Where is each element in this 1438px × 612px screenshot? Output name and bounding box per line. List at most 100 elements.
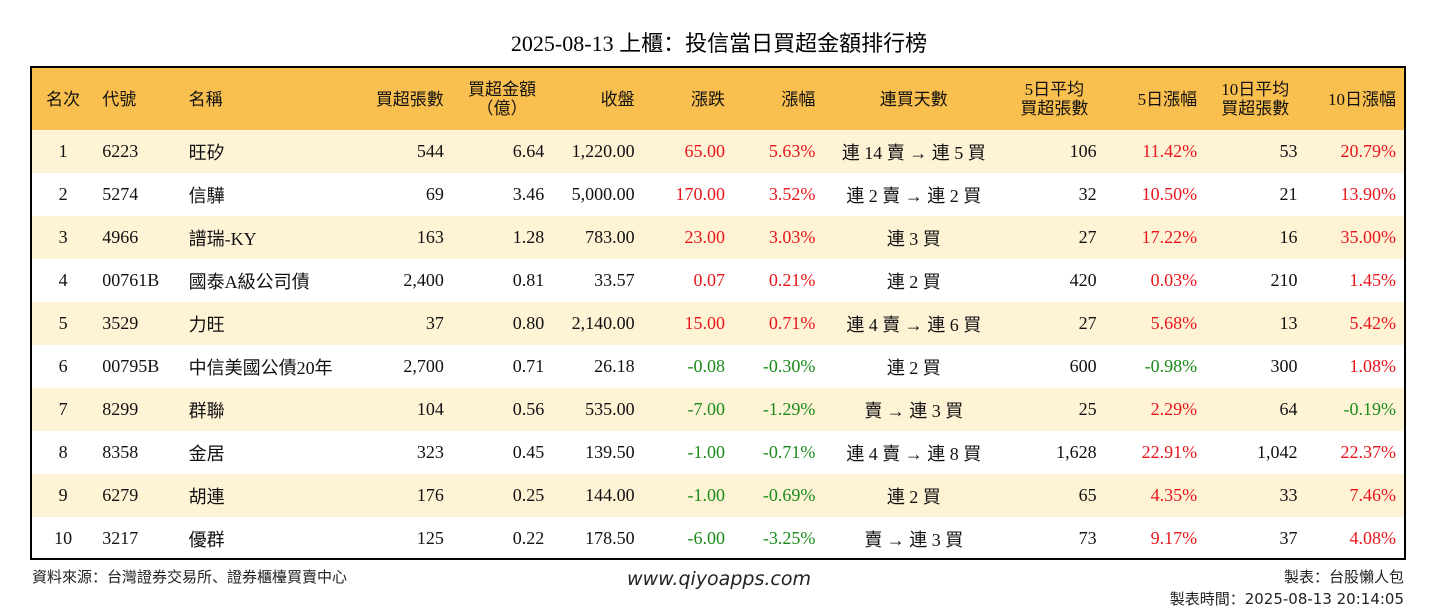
header-code: 代號 bbox=[102, 89, 137, 109]
website-link[interactable]: www.qiyoapps.com bbox=[627, 568, 811, 590]
buy-lots-cell: 125 bbox=[416, 528, 444, 548]
pct-change-cell: 3.03% bbox=[768, 227, 816, 247]
code-cell: 5274 bbox=[102, 184, 139, 204]
avg5-cell: 27 bbox=[1078, 227, 1097, 247]
name-cell: 胡連 bbox=[188, 486, 225, 507]
pct10-cell: 1.45% bbox=[1349, 270, 1397, 290]
close-price-cell: 144.00 bbox=[585, 485, 635, 505]
code-cell: 6223 bbox=[102, 141, 139, 161]
pct-change-cell: -0.30% bbox=[762, 356, 816, 376]
buy-amount-cell: 0.45 bbox=[512, 442, 545, 462]
code-cell: 3217 bbox=[102, 528, 139, 548]
change-cell: 0.07 bbox=[693, 270, 726, 290]
buy-lots-cell: 2,400 bbox=[403, 270, 444, 290]
pct5-cell: 22.91% bbox=[1141, 442, 1198, 462]
pct5-cell: 2.29% bbox=[1150, 399, 1198, 419]
table-row: 6 00795B 中信美國公債20年 2,700 0.71 26.18 -0.08 -0.30… bbox=[32, 345, 1404, 388]
name-cell: 力旺 bbox=[188, 314, 225, 335]
change-cell: -7.00 bbox=[687, 399, 726, 419]
header-avg5: 5日平均 買超張數 bbox=[1004, 68, 1104, 130]
change-cell: -0.08 bbox=[687, 356, 726, 376]
name-cell: 金居 bbox=[188, 443, 225, 464]
header-buy-amount-line1: 買超金額 bbox=[468, 80, 537, 99]
buy-amount-cell: 0.80 bbox=[512, 313, 545, 333]
header-streak: 連買天數 bbox=[879, 89, 948, 109]
rank-cell: 7 bbox=[58, 399, 68, 419]
change-cell: 23.00 bbox=[684, 227, 726, 247]
streak-cell: 連 14 賣 → 連 5 買 bbox=[841, 142, 986, 163]
code-cell: 3529 bbox=[102, 313, 139, 333]
streak-cell: 賣 → 連 3 買 bbox=[864, 400, 964, 421]
code-cell: 8358 bbox=[102, 442, 139, 462]
streak-cell: 連 2 賣 → 連 2 買 bbox=[846, 185, 982, 206]
avg10-cell: 33 bbox=[1279, 485, 1298, 505]
avg5-cell: 65 bbox=[1078, 485, 1097, 505]
change-cell: 170.00 bbox=[675, 184, 726, 204]
pct10-cell: 35.00% bbox=[1340, 227, 1397, 247]
avg10-cell: 64 bbox=[1279, 399, 1298, 419]
name-cell: 群聯 bbox=[188, 400, 225, 421]
close-price-cell: 178.50 bbox=[585, 528, 635, 548]
name-cell: 國泰A級公司債 bbox=[188, 271, 310, 292]
rank-cell: 6 bbox=[58, 356, 68, 376]
header-avg5-line2: 買超張數 bbox=[1020, 99, 1089, 118]
pct5-cell: 5.68% bbox=[1150, 313, 1198, 333]
buy-lots-cell: 2,700 bbox=[403, 356, 444, 376]
header-pct: 漲幅 bbox=[781, 89, 816, 109]
footer-credits: 製表：台股懶人包 製表時間：2025-08-13 20:14:05 bbox=[1170, 566, 1404, 610]
rank-cell: 4 bbox=[58, 270, 68, 290]
pct10-cell: -0.19% bbox=[1343, 399, 1397, 419]
pct10-cell: 20.79% bbox=[1340, 141, 1397, 161]
close-price-cell: 33.57 bbox=[594, 270, 635, 290]
close-price-cell: 26.18 bbox=[594, 356, 635, 376]
maker-label: 製表：台股懶人包 bbox=[1283, 568, 1404, 586]
buy-lots-cell: 37 bbox=[425, 313, 444, 333]
table-row: 5 3529 力旺 37 0.80 2,140.00 15.00 0.71% 連 4 賣 → 連… bbox=[32, 302, 1404, 345]
avg10-cell: 53 bbox=[1279, 141, 1298, 161]
code-cell: 8299 bbox=[102, 399, 139, 419]
name-cell: 優群 bbox=[188, 529, 225, 550]
avg10-cell: 16 bbox=[1279, 227, 1298, 247]
buy-amount-cell: 0.56 bbox=[512, 399, 545, 419]
timestamp-label: 製表時間：2025-08-13 20:14:05 bbox=[1169, 590, 1404, 608]
table-row: 2 5274 信驊 69 3.46 5,000.00 170.00 3.52% 連 2 賣 → … bbox=[32, 173, 1404, 216]
pct-change-cell: 5.63% bbox=[768, 141, 816, 161]
avg5-cell: 420 bbox=[1069, 270, 1097, 290]
data-source: 資料來源：台灣證券交易所、證券櫃檯買賣中心 bbox=[32, 568, 348, 586]
pct-change-cell: -0.71% bbox=[762, 442, 816, 462]
close-price-cell: 139.50 bbox=[585, 442, 635, 462]
avg5-cell: 600 bbox=[1069, 356, 1097, 376]
header-close: 收盤 bbox=[600, 89, 635, 109]
header-change: 漲跌 bbox=[691, 89, 726, 109]
buy-lots-cell: 544 bbox=[416, 141, 444, 161]
name-cell: 中信美國公債20年 bbox=[188, 357, 333, 378]
rank-cell: 10 bbox=[54, 528, 73, 548]
table-row: 9 6279 胡連 176 0.25 144.00 -1.00 -0.69% 連 2 買 65 4.… bbox=[32, 474, 1404, 517]
close-price-cell: 5,000.00 bbox=[571, 184, 635, 204]
close-price-cell: 783.00 bbox=[585, 227, 635, 247]
avg10-cell: 37 bbox=[1279, 528, 1298, 548]
name-cell: 信驊 bbox=[188, 185, 225, 206]
buy-amount-cell: 0.81 bbox=[512, 270, 545, 290]
pct5-cell: 9.17% bbox=[1150, 528, 1198, 548]
avg5-cell: 32 bbox=[1078, 184, 1097, 204]
code-cell: 6279 bbox=[102, 485, 139, 505]
header-rank: 名次 bbox=[46, 89, 81, 109]
close-price-cell: 1,220.00 bbox=[571, 141, 635, 161]
pct5-cell: 0.03% bbox=[1150, 270, 1198, 290]
header-avg5-line1: 5日平均 bbox=[1024, 80, 1085, 99]
pct5-cell: 17.22% bbox=[1141, 227, 1198, 247]
buy-amount-cell: 1.28 bbox=[512, 227, 545, 247]
streak-cell: 連 2 買 bbox=[886, 486, 941, 507]
change-cell: 65.00 bbox=[684, 141, 726, 161]
ranking-table: 名次 代號 名稱 買超張數 買超金額 （億） 收盤 漲跌 漲幅 連買天數 5日平… bbox=[32, 68, 1404, 558]
table-row: 10 3217 優群 125 0.22 178.50 -6.00 -3.25% 賣 → 連 3 … bbox=[32, 517, 1404, 558]
streak-cell: 連 4 賣 → 連 6 買 bbox=[846, 314, 982, 335]
close-price-cell: 535.00 bbox=[585, 399, 635, 419]
change-cell: -1.00 bbox=[687, 442, 726, 462]
header-pct5: 5日漲幅 bbox=[1137, 89, 1198, 109]
rank-cell: 1 bbox=[58, 141, 68, 161]
buy-lots-cell: 69 bbox=[425, 184, 444, 204]
rank-cell: 5 bbox=[58, 313, 68, 333]
streak-cell: 連 2 買 bbox=[886, 271, 941, 292]
